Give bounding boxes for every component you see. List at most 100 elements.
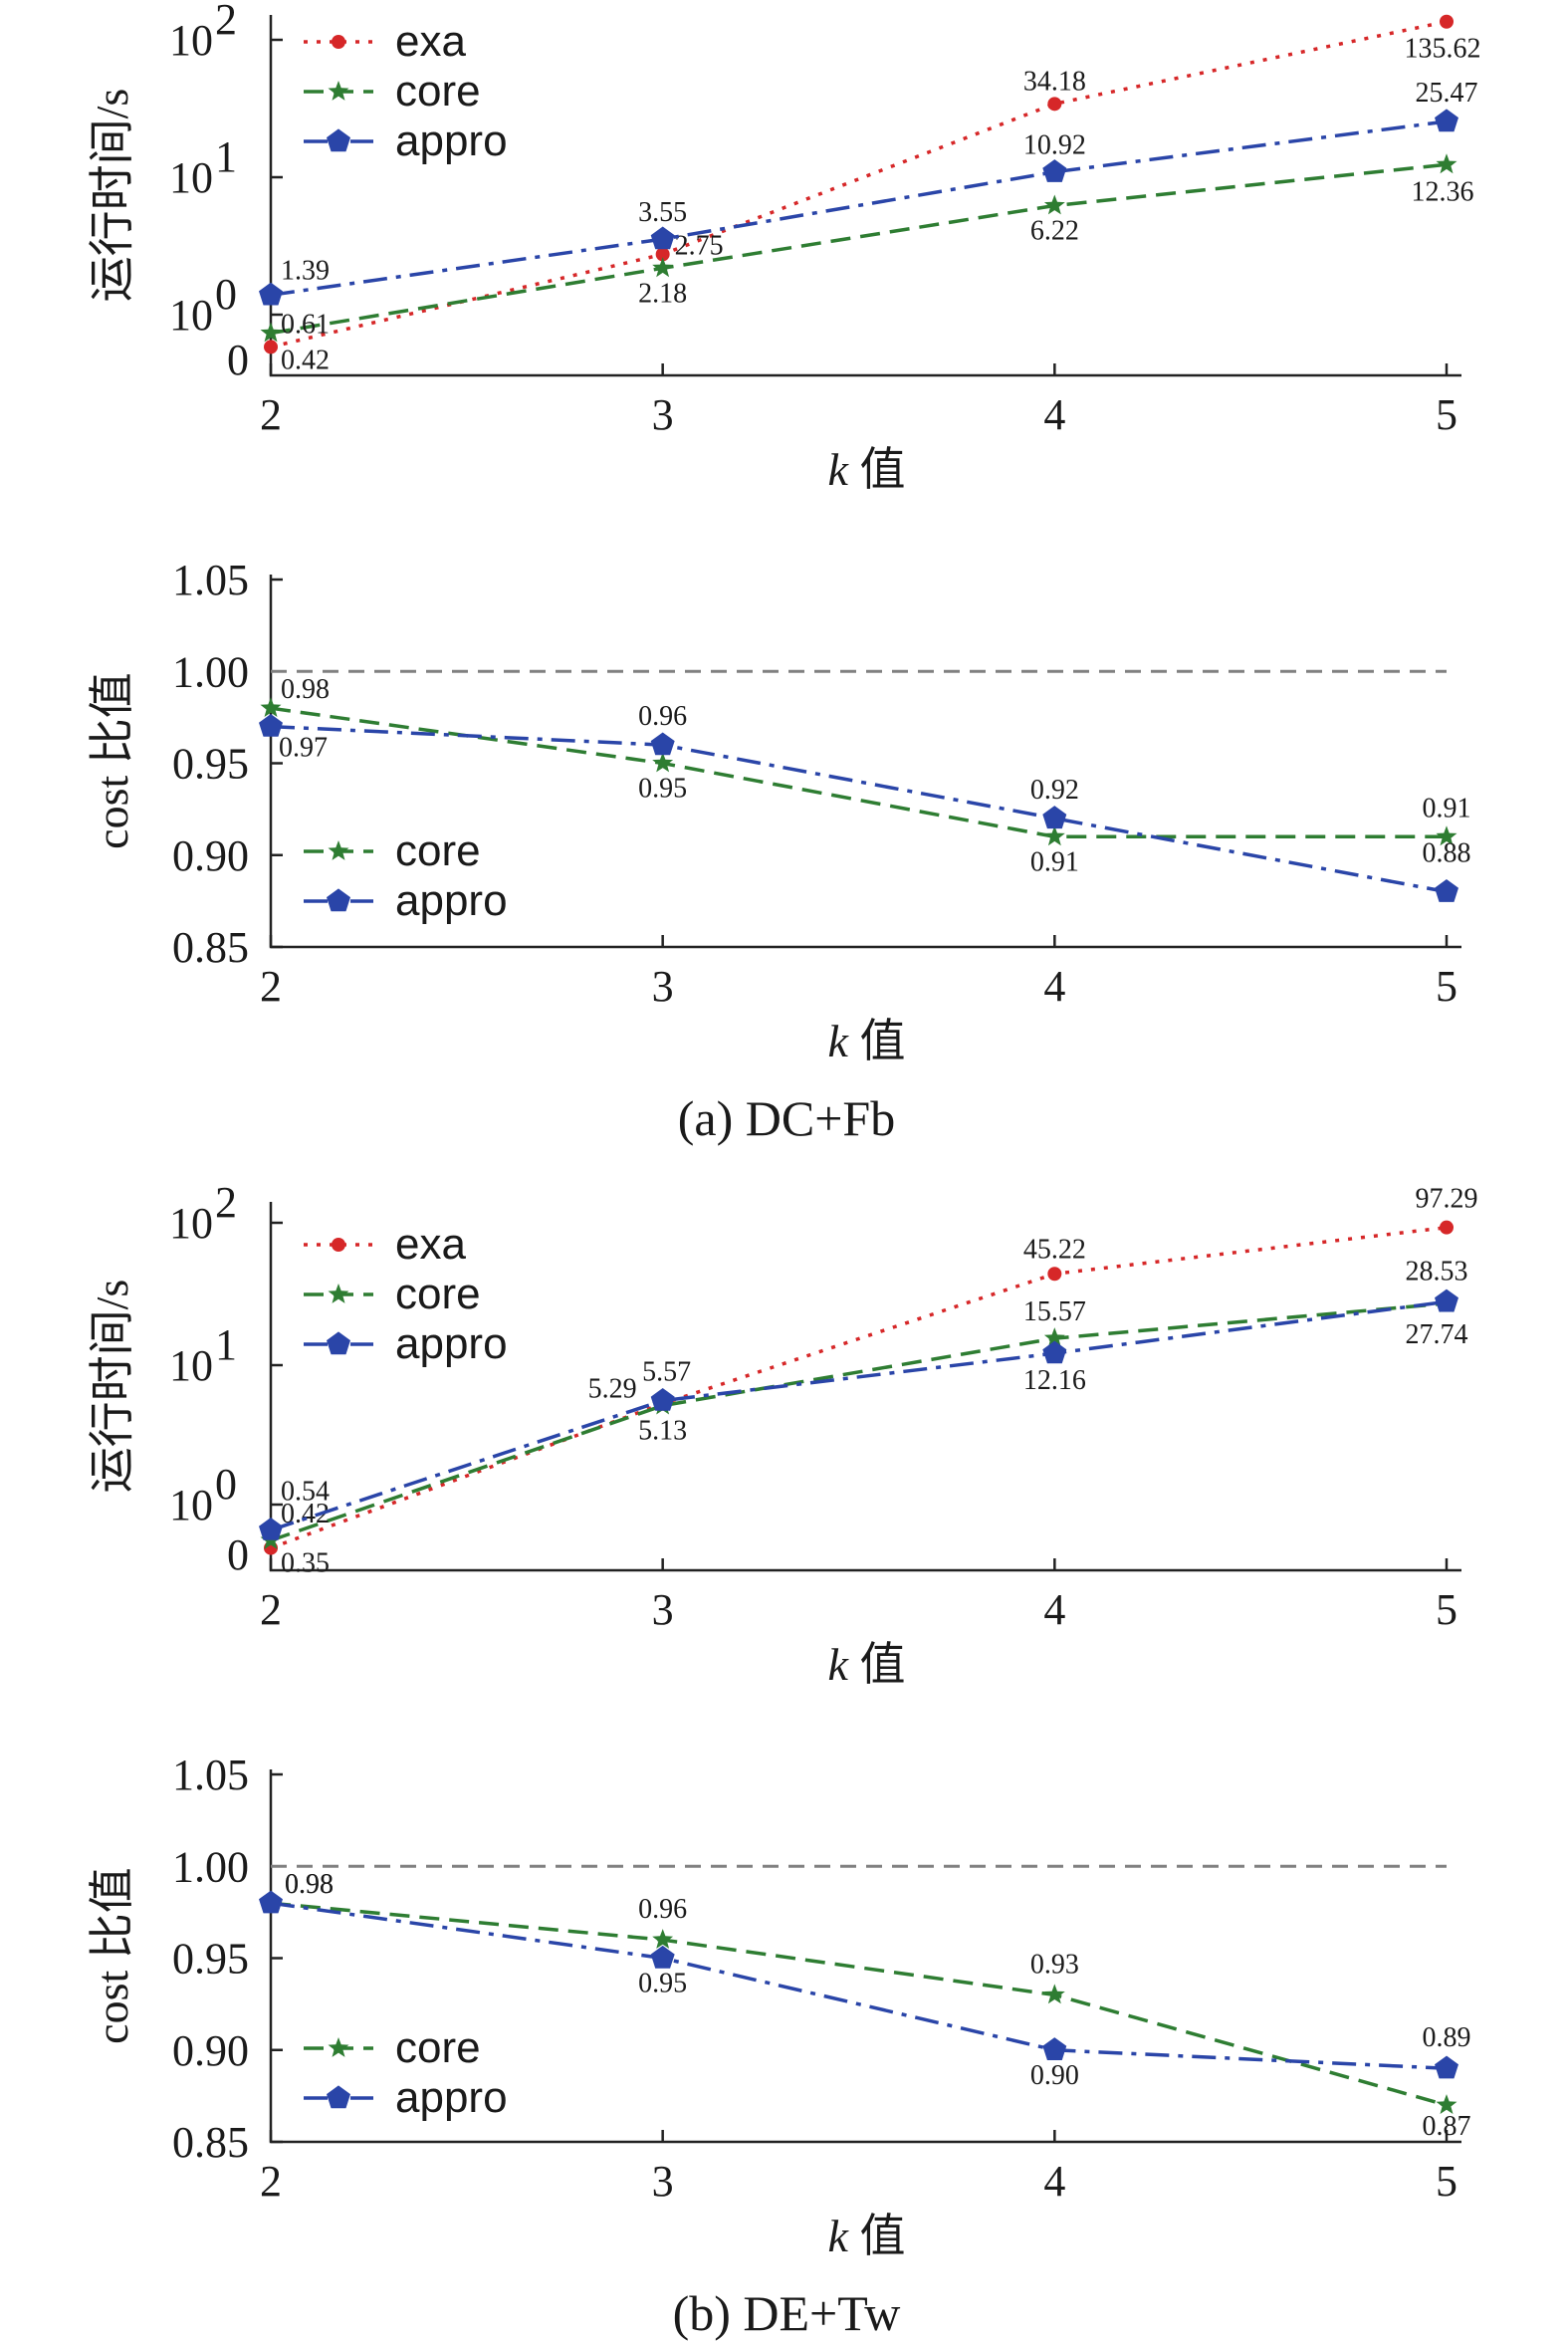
legend-label-appro: appro: [395, 117, 508, 165]
legend-marker-core: [328, 1284, 349, 1303]
data-label-appro: 0.98: [285, 1869, 334, 1900]
data-point-core: [652, 1929, 674, 1949]
data-label-appro: 0.96: [638, 701, 687, 732]
x-tick-label: 4: [1043, 2157, 1065, 2206]
data-point-exa: [655, 247, 670, 262]
series-line-appro: [270, 119, 1448, 298]
data-label-core: 0.98: [285, 1869, 334, 1900]
series-line-core: [270, 162, 1448, 336]
y-tick-exponent: 0: [215, 270, 237, 319]
y-axis-label: cost 比值: [87, 1867, 137, 2044]
data-label-core: 2.18: [638, 278, 687, 309]
data-point-core: [1043, 1327, 1065, 1347]
legend-label-exa: exa: [395, 17, 466, 66]
data-point-exa: [1047, 1267, 1062, 1282]
x-axis-label: k 值: [828, 444, 906, 495]
data-point-appro: [650, 1945, 675, 1969]
series-line-core: [270, 706, 1447, 839]
data-point-core: [1043, 825, 1065, 846]
x-tick-label: 5: [1436, 1585, 1457, 1634]
x-axis-label: k 值: [828, 1639, 906, 1690]
x-tick-label: 2: [260, 1585, 282, 1634]
data-label-appro: 10.92: [1023, 130, 1086, 161]
data-point-core: [1043, 194, 1065, 215]
x-tick-label: 2: [260, 390, 282, 439]
y-tick-label: 0.85: [172, 2118, 249, 2167]
legend-label-core: core: [395, 2023, 481, 2072]
data-point-exa: [264, 340, 278, 354]
x-tick-label: 3: [652, 1585, 674, 1634]
data-point-appro: [650, 1387, 675, 1411]
legend-label-appro: appro: [395, 1319, 508, 1368]
chart-panel-2: 2 3 4 5 0.85 0.90 0.95 1.00 1.05 k 值 cost 比值 0.98 0.…: [87, 556, 1471, 1066]
data-label-appro: 0.89: [1423, 2022, 1471, 2053]
data-label-exa: 0.35: [281, 1548, 330, 1579]
data-label-exa: 2.75: [675, 230, 724, 261]
data-label-core: 27.74: [1406, 1319, 1468, 1350]
data-point-core: [652, 257, 674, 278]
x-axis-label-k: k: [828, 1639, 850, 1690]
data-label-core: 5.13: [638, 1416, 687, 1447]
data-label-core: 0.61: [281, 309, 330, 340]
x-tick-label: 2: [260, 2157, 282, 2206]
data-point-exa: [1440, 14, 1454, 29]
y-tick-label: 10: [169, 291, 213, 340]
data-label-core: 0.91: [1030, 846, 1079, 877]
data-label-appro: 0.97: [279, 733, 328, 764]
y-tick-label: 0.95: [172, 740, 249, 789]
data-label-appro: 0.90: [1030, 2060, 1079, 2091]
y-tick-label: 10: [169, 1199, 213, 1248]
legend-label-core: core: [395, 826, 481, 875]
data-point-exa: [1440, 1220, 1454, 1235]
x-axis-label: k 值: [828, 2211, 906, 2261]
series-line-core: [270, 1901, 1448, 2107]
data-point-appro: [259, 1890, 283, 1914]
data-label-exa: 0.42: [281, 345, 330, 375]
legend-marker-exa: [332, 35, 345, 49]
data-label-core: 15.57: [1023, 1296, 1086, 1327]
data-label-appro: 28.53: [1406, 1256, 1468, 1287]
x-axis-label: k 值: [828, 1016, 906, 1066]
x-axis-label-k: k: [828, 444, 850, 495]
x-tick-label: 4: [1043, 390, 1065, 439]
data-label-appro: 25.47: [1416, 78, 1478, 109]
data-point-core: [1436, 153, 1457, 174]
x-axis-label-k: k: [828, 2211, 850, 2261]
data-label-core: 12.36: [1412, 176, 1474, 207]
data-point-appro: [1042, 1340, 1067, 1364]
y-tick-label: 10: [169, 1481, 213, 1529]
y-tick-label: 10: [169, 1341, 213, 1390]
data-label-appro: 0.88: [1423, 838, 1471, 869]
data-point-core: [1436, 825, 1457, 846]
legend-label-appro: appro: [395, 2073, 508, 2122]
y-tick-label: 0: [227, 1530, 249, 1579]
data-label-appro: 0.95: [638, 1969, 687, 1999]
x-tick-label: 5: [1436, 2157, 1457, 2206]
x-axis-label-rest: 值: [848, 1016, 906, 1066]
x-axis-label-rest: 值: [848, 2211, 906, 2261]
data-point-appro: [1435, 1289, 1458, 1312]
legend-marker-appro: [327, 1331, 350, 1355]
y-tick-exponent: 1: [215, 1320, 237, 1369]
data-point-appro: [1435, 2055, 1458, 2079]
caption-b: (b) DE+Tw: [673, 2285, 901, 2341]
data-point-appro: [650, 226, 675, 250]
data-point-appro: [1435, 878, 1458, 902]
caption-a: (a) DC+Fb: [678, 1090, 895, 1146]
data-label-core: 0.91: [1423, 793, 1471, 823]
y-tick-exponent: 2: [215, 1178, 237, 1227]
legend-marker-appro: [327, 128, 350, 152]
data-label-exa: 5.29: [588, 1374, 637, 1405]
legend-label-appro: appro: [395, 876, 508, 925]
data-label-core: 0.98: [281, 674, 330, 705]
y-tick-label: 1.05: [172, 556, 249, 604]
x-axis-label-rest: 值: [848, 444, 906, 495]
data-label-appro: 3.55: [638, 197, 687, 228]
data-point-appro: [1042, 2037, 1067, 2060]
series-line-exa: [270, 19, 1448, 350]
data-point-appro: [259, 1517, 283, 1540]
y-tick-exponent: 1: [215, 132, 237, 181]
y-axis-label: 运行时间/s: [87, 1280, 137, 1494]
y-tick-exponent: 0: [215, 1460, 237, 1509]
